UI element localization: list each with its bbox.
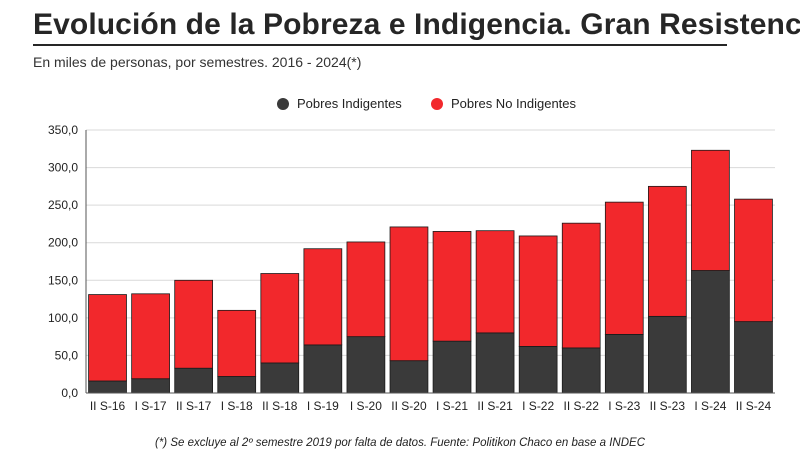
bar-indigentes <box>604 333 644 394</box>
title-underline <box>33 44 727 46</box>
legend-swatch-no-indigentes <box>431 97 443 110</box>
bar-indigentes <box>131 378 170 394</box>
x-tick-label: I S-24 <box>694 399 726 413</box>
bar-indigentes <box>647 315 687 394</box>
bar-no-indigentes <box>346 241 386 338</box>
x-tick-label: II S-16 <box>90 399 126 413</box>
x-tick-label: I S-20 <box>350 399 382 413</box>
bar-indigentes <box>217 376 257 394</box>
x-tick-label: II S-18 <box>262 399 298 413</box>
bar-no-indigentes <box>174 279 214 369</box>
x-tick-label: II S-22 <box>564 399 600 413</box>
bar-no-indigentes <box>217 309 257 377</box>
bar-indigentes <box>303 344 343 394</box>
y-tick-label: 250,0 <box>48 198 78 212</box>
bar-no-indigentes <box>647 185 687 317</box>
bar-no-indigentes <box>303 248 343 346</box>
bar-no-indigentes <box>691 149 730 271</box>
legend-swatch-indigentes <box>277 97 289 110</box>
bar-indigentes <box>389 360 429 394</box>
legend-label-indigentes: Pobres Indigentes <box>297 96 402 111</box>
x-tick-label: II S-20 <box>391 399 427 413</box>
bar-no-indigentes <box>88 294 127 382</box>
x-tick-label: I S-21 <box>436 399 468 413</box>
x-tick-label: II S-17 <box>176 399 212 413</box>
bar-indigentes <box>734 321 773 394</box>
y-tick-label: 200,0 <box>48 236 78 250</box>
bar-no-indigentes <box>260 273 300 364</box>
bar-indigentes <box>691 270 730 394</box>
bar-no-indigentes <box>604 201 644 335</box>
bar-indigentes <box>260 362 300 394</box>
y-tick-label: 300,0 <box>48 161 78 175</box>
bar-indigentes <box>518 346 558 394</box>
bar-indigentes <box>174 367 214 394</box>
x-tick-label: II S-24 <box>736 399 772 413</box>
bar-indigentes <box>346 336 386 394</box>
x-tick-label: I S-23 <box>608 399 640 413</box>
legend-item-no-indigentes: Pobres No Indigentes <box>431 96 576 111</box>
y-tick-label: 150,0 <box>48 273 78 287</box>
x-tick-label: I S-18 <box>221 399 253 413</box>
y-tick-label: 50,0 <box>55 348 79 362</box>
legend-item-indigentes: Pobres Indigentes <box>277 96 402 111</box>
bar-no-indigentes <box>475 230 515 334</box>
x-tick-label: I S-19 <box>307 399 339 413</box>
bar-no-indigentes <box>561 222 601 349</box>
bar-no-indigentes <box>389 226 429 362</box>
x-tick-label: II S-21 <box>477 399 513 413</box>
bar-no-indigentes <box>734 198 773 323</box>
bar-no-indigentes <box>518 235 558 347</box>
legend: Pobres Indigentes Pobres No Indigentes <box>0 96 800 116</box>
y-tick-label: 100,0 <box>48 311 78 325</box>
chart-subtitle: En miles de personas, por semestres. 201… <box>33 54 362 70</box>
x-tick-label: I S-17 <box>135 399 167 413</box>
y-tick-label: 0,0 <box>61 386 78 400</box>
legend-label-no-indigentes: Pobres No Indigentes <box>451 96 577 111</box>
footnote: (*) Se excluye al 2º semestre 2019 por f… <box>154 437 646 449</box>
x-tick-label: I S-22 <box>522 399 554 413</box>
bar-indigentes <box>561 347 601 394</box>
bar-no-indigentes <box>432 231 472 342</box>
bar-indigentes <box>432 340 472 394</box>
x-tick-label: II S-23 <box>650 399 686 413</box>
bar-no-indigentes <box>131 293 170 380</box>
chart-title: Evolución de la Pobreza e Indigencia. Gr… <box>33 8 800 41</box>
bar-indigentes <box>475 332 515 394</box>
y-tick-label: 350,0 <box>48 123 78 137</box>
bar-indigentes <box>88 380 127 394</box>
